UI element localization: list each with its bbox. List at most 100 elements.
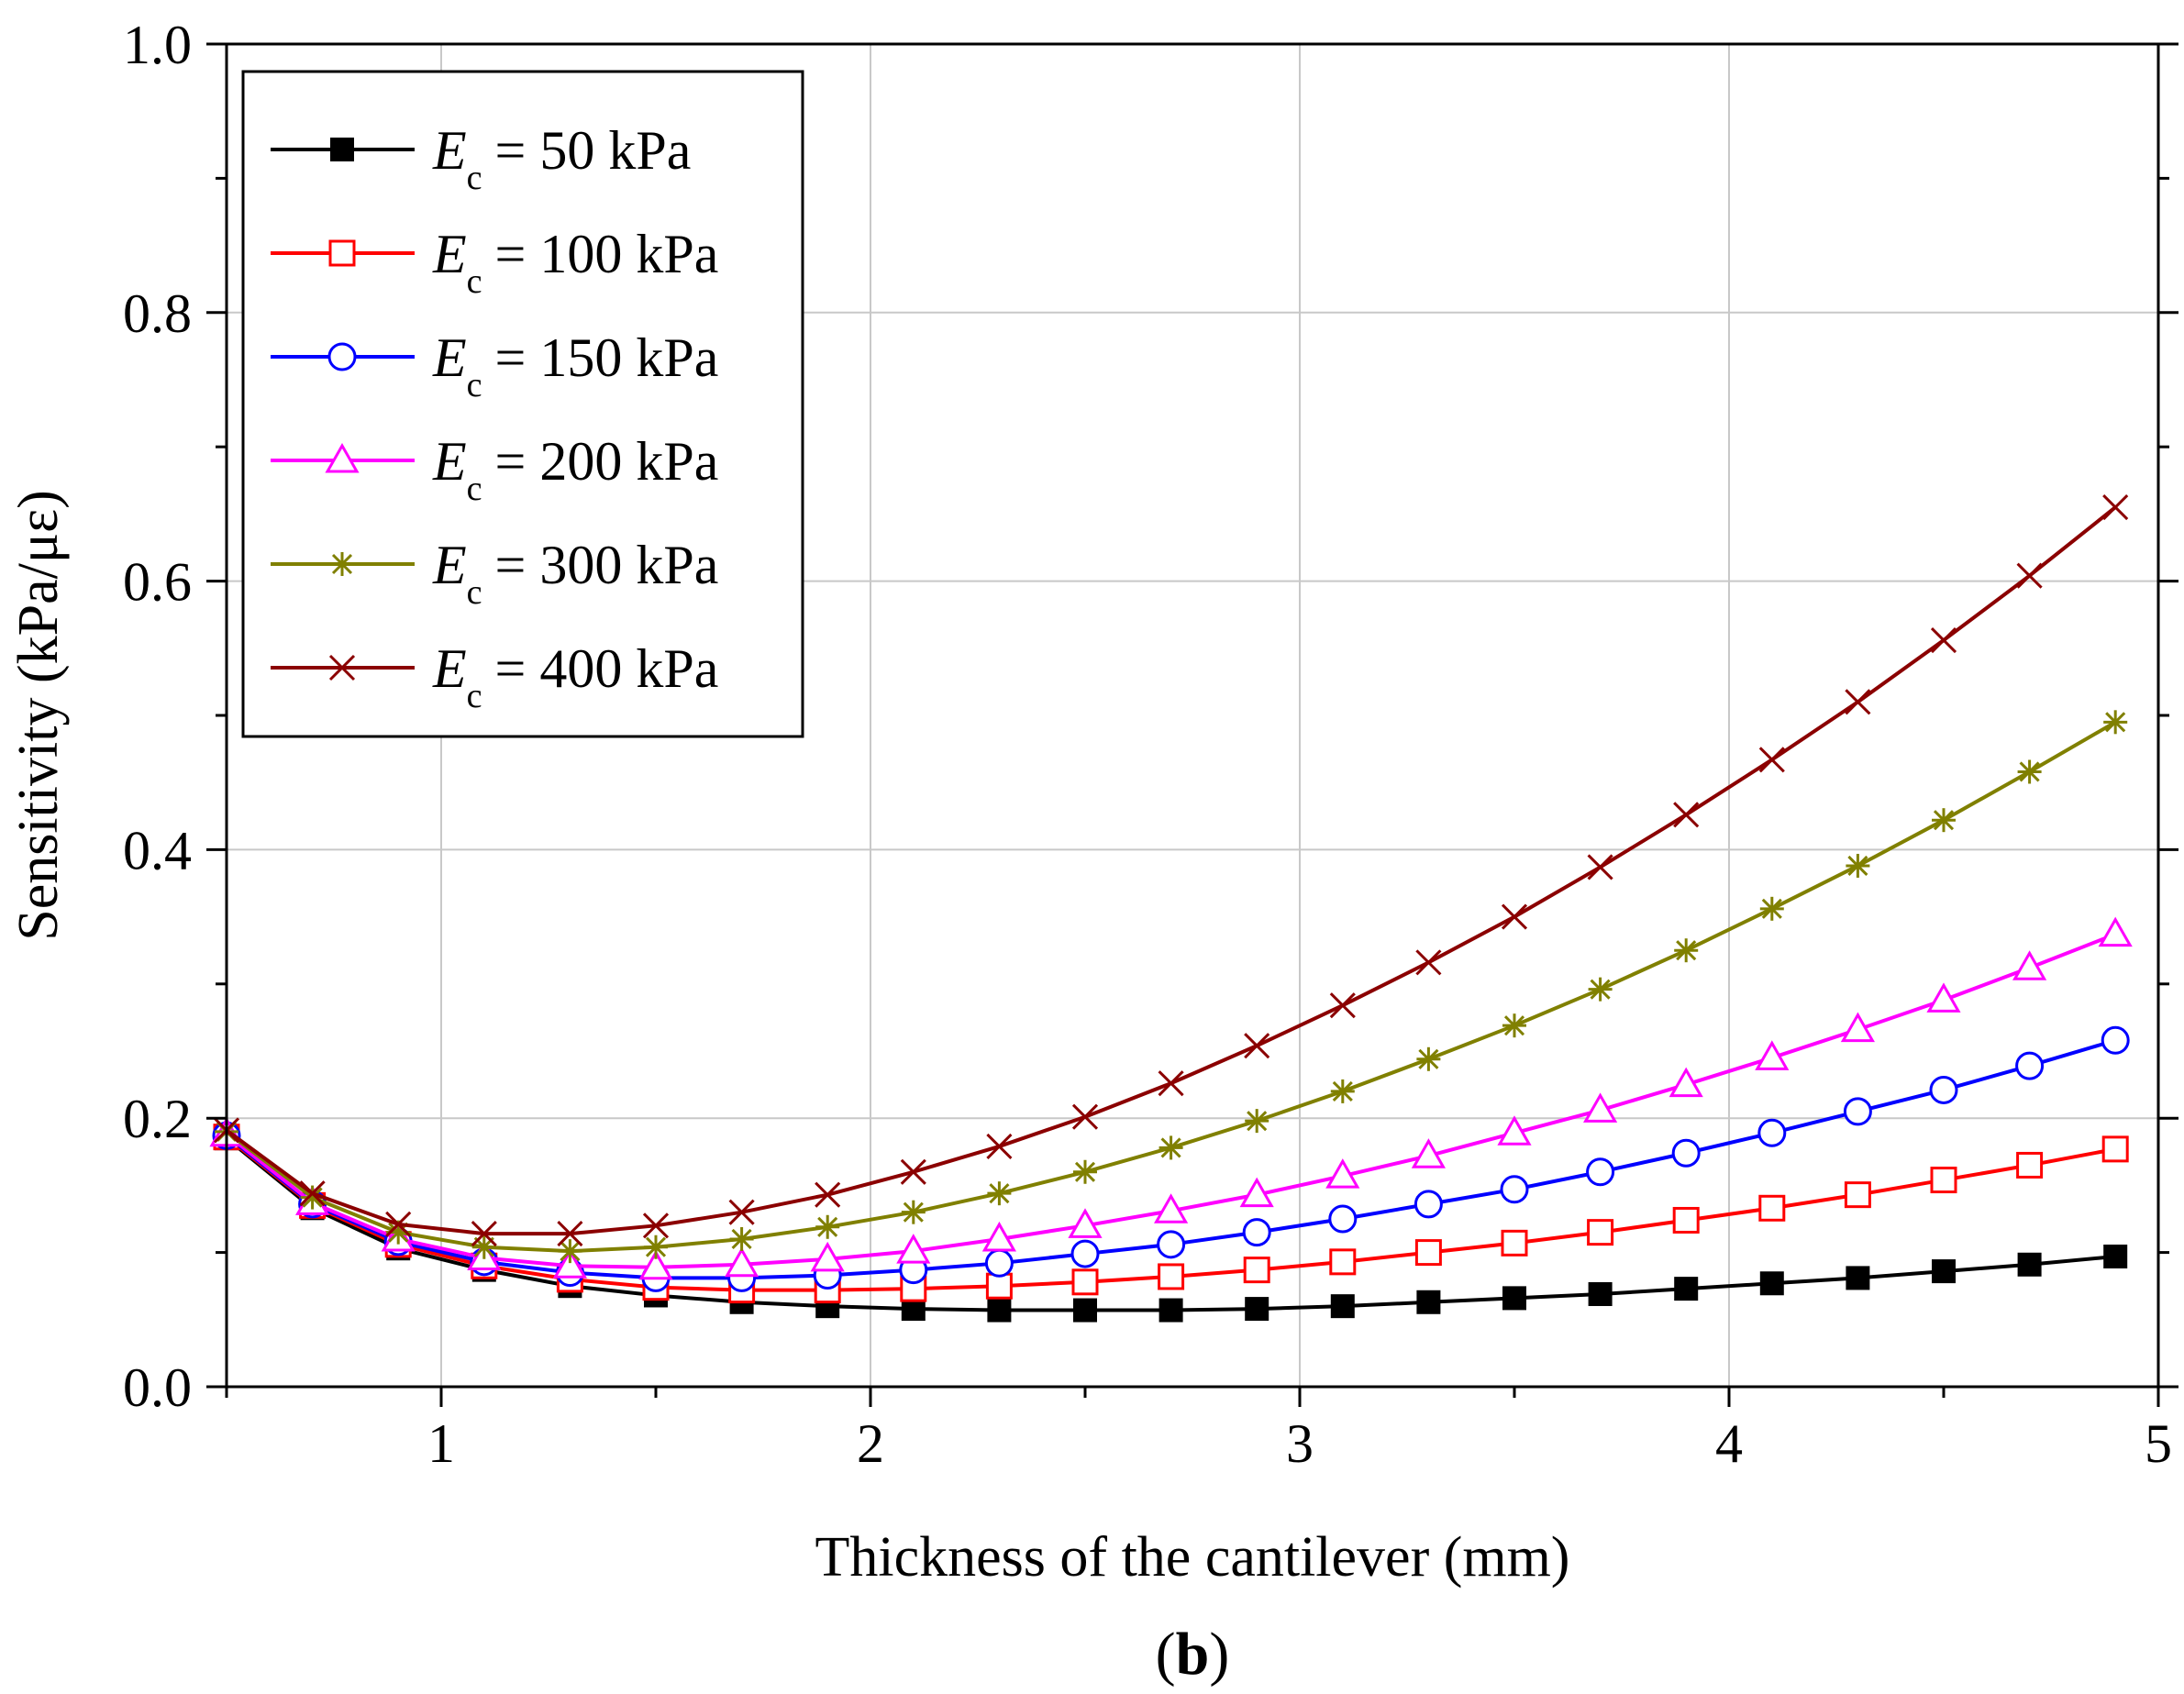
data-point — [1502, 1013, 1526, 1038]
data-point — [1846, 853, 1870, 878]
data-point — [642, 1212, 670, 1239]
data-point — [1758, 1194, 1786, 1222]
data-point-stroke — [302, 1187, 323, 1208]
legend-symbol: E — [432, 431, 467, 492]
data-point — [1329, 1248, 1357, 1276]
data-point-stroke — [1158, 1070, 1184, 1097]
data-point — [1328, 1204, 1358, 1234]
data-point — [1843, 1097, 1872, 1126]
data-point-stroke — [1247, 1111, 1268, 1132]
legend-symbol: E — [432, 327, 467, 388]
data-point-stroke — [728, 1199, 755, 1225]
data-point — [728, 1199, 755, 1225]
data-point — [1586, 1157, 1615, 1187]
data-point — [1588, 977, 1613, 1002]
legend-subscript: c — [467, 677, 482, 715]
data-point-stroke — [817, 1216, 838, 1237]
data-point — [1588, 1281, 1613, 1306]
data-point — [896, 1234, 931, 1264]
legend-value: = 50 kPa — [495, 120, 692, 181]
x-tick-label: 5 — [2145, 1413, 2172, 1474]
legend-box — [241, 70, 804, 738]
legend-subscript: c — [467, 366, 482, 404]
data-point — [2016, 562, 2043, 589]
data-point — [2102, 494, 2129, 521]
legend-item: Ec = 200 kPa — [271, 431, 718, 508]
legend-label: Ec = 200 kPa — [432, 431, 718, 508]
data-point — [1158, 1263, 1185, 1290]
data-point — [1840, 1012, 1875, 1043]
data-point — [1587, 1219, 1614, 1246]
data-point — [1325, 1158, 1360, 1189]
legend-value: = 400 kPa — [495, 638, 719, 699]
legend-symbol: E — [432, 120, 467, 181]
data-point — [986, 1133, 1013, 1160]
data-point-stroke — [1160, 1137, 1181, 1158]
x-tick-label: 2 — [857, 1413, 884, 1474]
series-layer — [209, 494, 2133, 1323]
y-tick-label: 0.0 — [123, 1357, 192, 1418]
data-point — [1159, 1135, 1183, 1160]
data-point-stroke — [1074, 1161, 1096, 1182]
data-point — [2103, 710, 2128, 735]
data-point — [1844, 1181, 1871, 1209]
x-tick-label: 1 — [427, 1413, 455, 1474]
data-point — [2017, 759, 2042, 784]
data-point — [725, 1246, 759, 1278]
data-point — [1932, 1259, 1956, 1284]
x-tick-label: 4 — [1715, 1413, 1743, 1474]
legend-subscript: c — [467, 262, 482, 301]
data-point — [1073, 1159, 1097, 1184]
data-point — [1846, 1266, 1870, 1290]
data-point — [1755, 1040, 1790, 1070]
data-point-stroke — [1071, 1103, 1099, 1130]
data-point — [1674, 938, 1699, 963]
series-4 — [215, 710, 2128, 1264]
data-point — [1501, 1229, 1528, 1257]
x-tick-label: 3 — [1286, 1413, 1314, 1474]
y-tick-label: 0.8 — [123, 283, 192, 344]
legend-marker-stroke — [328, 654, 356, 681]
panel-label-letter: b — [1176, 1621, 1210, 1688]
x-axis-title: Thickness of the cantilever (mm) — [815, 1526, 1570, 1589]
data-point — [2012, 950, 2047, 980]
data-point — [1668, 1067, 1703, 1098]
data-point — [299, 1180, 326, 1207]
legend: Ec = 50 kPa Ec = 100 kPa Ec = 150 kPa Ec = 200 … — [241, 70, 804, 738]
data-point — [1245, 1297, 1269, 1322]
data-point — [987, 1181, 1012, 1206]
data-point-stroke — [1761, 898, 1782, 919]
data-point-stroke — [2102, 494, 2129, 521]
tick-labels: 1 2 3 4 5 0.0 0.2 0.4 0.6 0.8 1.0 — [123, 15, 2172, 1474]
data-point — [1068, 1208, 1103, 1238]
data-point — [1672, 1206, 1700, 1234]
y-axis-title: Sensitivity (kPa/με) — [7, 490, 70, 941]
data-point-stroke — [471, 1221, 497, 1247]
data-point-stroke — [1418, 1048, 1439, 1069]
legend-value: = 300 kPa — [495, 535, 719, 595]
data-point — [1671, 1138, 1701, 1168]
data-point-stroke — [1501, 903, 1528, 930]
legend-label: Ec = 50 kPa — [432, 120, 691, 197]
data-point — [1845, 689, 1871, 715]
data-point-stroke — [2105, 712, 2126, 733]
panel-label: (b) — [1156, 1621, 1230, 1688]
data-point — [1416, 1290, 1441, 1314]
data-point-stroke — [1676, 940, 1697, 961]
data-point — [2101, 1135, 2129, 1163]
data-point — [1070, 1239, 1100, 1268]
data-point-stroke — [645, 1236, 667, 1257]
data-point-stroke — [642, 1212, 670, 1239]
data-point — [1930, 1167, 1957, 1194]
series-2 — [212, 1025, 2130, 1292]
data-point-stroke — [989, 1183, 1010, 1204]
data-point-stroke — [731, 1228, 752, 1250]
data-point — [552, 1248, 587, 1279]
data-point — [729, 1226, 754, 1251]
data-point — [2101, 1025, 2130, 1055]
data-point-stroke — [1930, 626, 1957, 654]
data-point-stroke — [1845, 689, 1871, 715]
data-point — [1759, 896, 1784, 921]
y-tick-label: 1.0 — [123, 15, 192, 75]
